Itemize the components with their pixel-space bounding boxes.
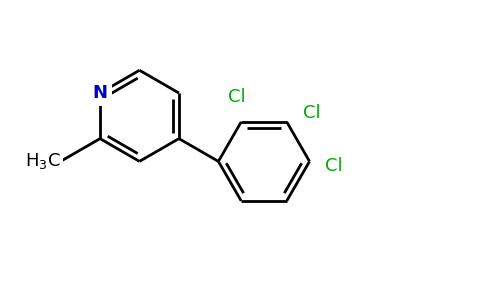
Text: Cl: Cl	[228, 88, 245, 106]
Text: N: N	[92, 84, 107, 102]
Text: Cl: Cl	[302, 104, 320, 122]
Text: $\mathrm{H_3C}$: $\mathrm{H_3C}$	[25, 152, 60, 171]
Text: Cl: Cl	[325, 157, 343, 175]
